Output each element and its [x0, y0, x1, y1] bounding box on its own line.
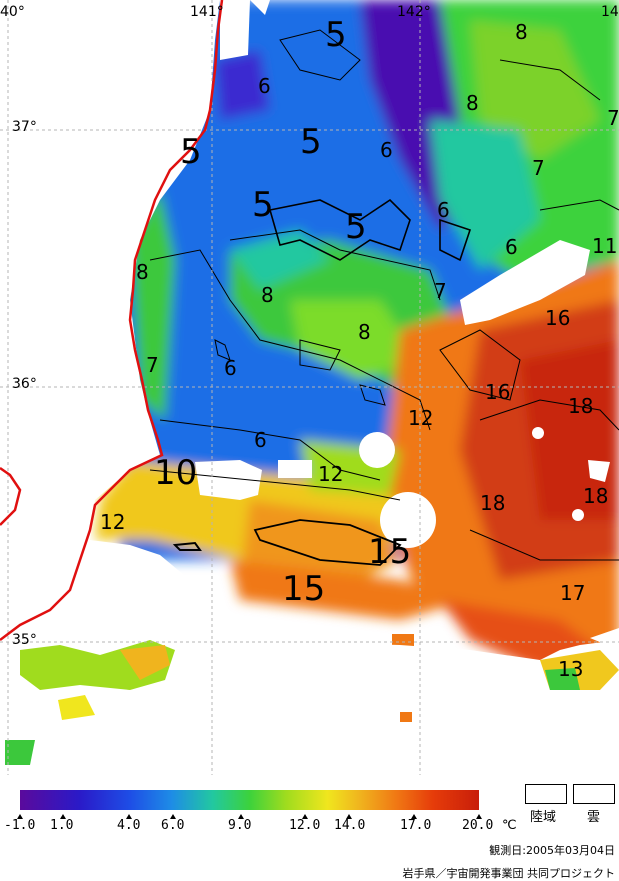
contour-label: 8: [136, 260, 149, 284]
colorbar-tick: [60, 814, 66, 819]
contour-label: 15: [368, 532, 412, 572]
lon-label-140: 40°: [0, 4, 25, 20]
contour-label: 8: [261, 283, 274, 307]
contour-label: 5: [180, 132, 202, 172]
colorbar-tick-label: 4.0: [117, 818, 141, 833]
colorbar-tick-label: 14.0: [334, 818, 366, 833]
contour-label: 13: [558, 657, 584, 681]
contour-label: 6: [437, 198, 450, 222]
cloud-legend-swatch: [573, 784, 615, 804]
colorbar-tick: [346, 814, 352, 819]
colorbar-tick: [411, 814, 417, 819]
contour-label: 16: [545, 306, 571, 330]
land-and-cloud-mask: [0, 0, 619, 775]
contour-label: 15: [282, 569, 326, 609]
colorbar-tick: [238, 814, 244, 819]
contour-label: 8: [358, 320, 371, 344]
contour-label: 5: [325, 15, 347, 55]
lon-label-141: 141°: [190, 4, 224, 20]
contour-label: 18: [568, 394, 594, 418]
contour-label: 5: [345, 207, 367, 247]
cloud-legend-label: 雲: [587, 810, 601, 825]
contour-label: 17: [560, 581, 586, 605]
lat-label-36: 36°: [12, 376, 37, 392]
colorbar-tick-label: 20.0: [462, 818, 494, 833]
colorbar-tick: [476, 814, 482, 819]
contour-label: 6: [254, 428, 267, 452]
contour-label: 10: [154, 453, 198, 493]
isotherm-contours: [149, 29, 619, 566]
contour-label: 8: [466, 91, 479, 115]
contour-label: 6: [505, 235, 518, 259]
colorbar-tick: [302, 814, 308, 819]
sea-south-overlay: [5, 640, 619, 765]
contour-label: 6: [380, 138, 393, 162]
colorbar-tick: [170, 814, 176, 819]
contour-label: 12: [100, 510, 126, 534]
sst-map: [0, 0, 619, 775]
observation-date: 観測日:2005年03月04日: [489, 844, 615, 857]
lat-label-37: 37°: [12, 119, 37, 135]
lat-lon-grid: [0, 0, 619, 775]
colorbar-tick: [126, 814, 132, 819]
contour-label: 18: [480, 491, 506, 515]
contour-label: 6: [224, 356, 237, 380]
lon-label-142: 142°: [397, 4, 431, 20]
coastline: [0, 0, 224, 641]
colorbar-tick-label: 9.0: [228, 818, 252, 833]
colorbar-tick-label: 6.0: [161, 818, 185, 833]
contour-label: 8: [515, 20, 528, 44]
temperature-colorbar: [20, 790, 479, 810]
contour-label: 7: [532, 156, 545, 180]
contour-label: 7: [146, 353, 159, 377]
colorbar-tick-label: 17.0: [400, 818, 432, 833]
lat-label-35: 35°: [12, 632, 37, 648]
contour-label: 12: [318, 462, 344, 486]
land-legend-label: 陸域: [530, 810, 557, 825]
contour-label: 7: [607, 106, 619, 130]
colorbar-unit: ℃: [502, 818, 517, 833]
contour-label: 7: [434, 279, 447, 303]
lon-label-143: 14: [601, 4, 619, 20]
land-legend-swatch: [525, 784, 567, 804]
contour-label: 6: [258, 74, 271, 98]
contour-label: 18: [583, 484, 609, 508]
credit-line: 岩手県／宇宙開発事業団 共同プロジェクト: [402, 867, 616, 880]
colorbar-tick-label: -1.0: [4, 818, 36, 833]
contour-label: 11: [592, 234, 618, 258]
colorbar-tick-label: 12.0: [289, 818, 321, 833]
contour-label: 12: [408, 406, 434, 430]
contour-label: 5: [300, 122, 322, 162]
contour-label: 16: [485, 380, 511, 404]
colorbar-tick-label: 1.0: [50, 818, 74, 833]
contour-label: 5: [252, 185, 274, 225]
colorbar-tick: [17, 814, 23, 819]
